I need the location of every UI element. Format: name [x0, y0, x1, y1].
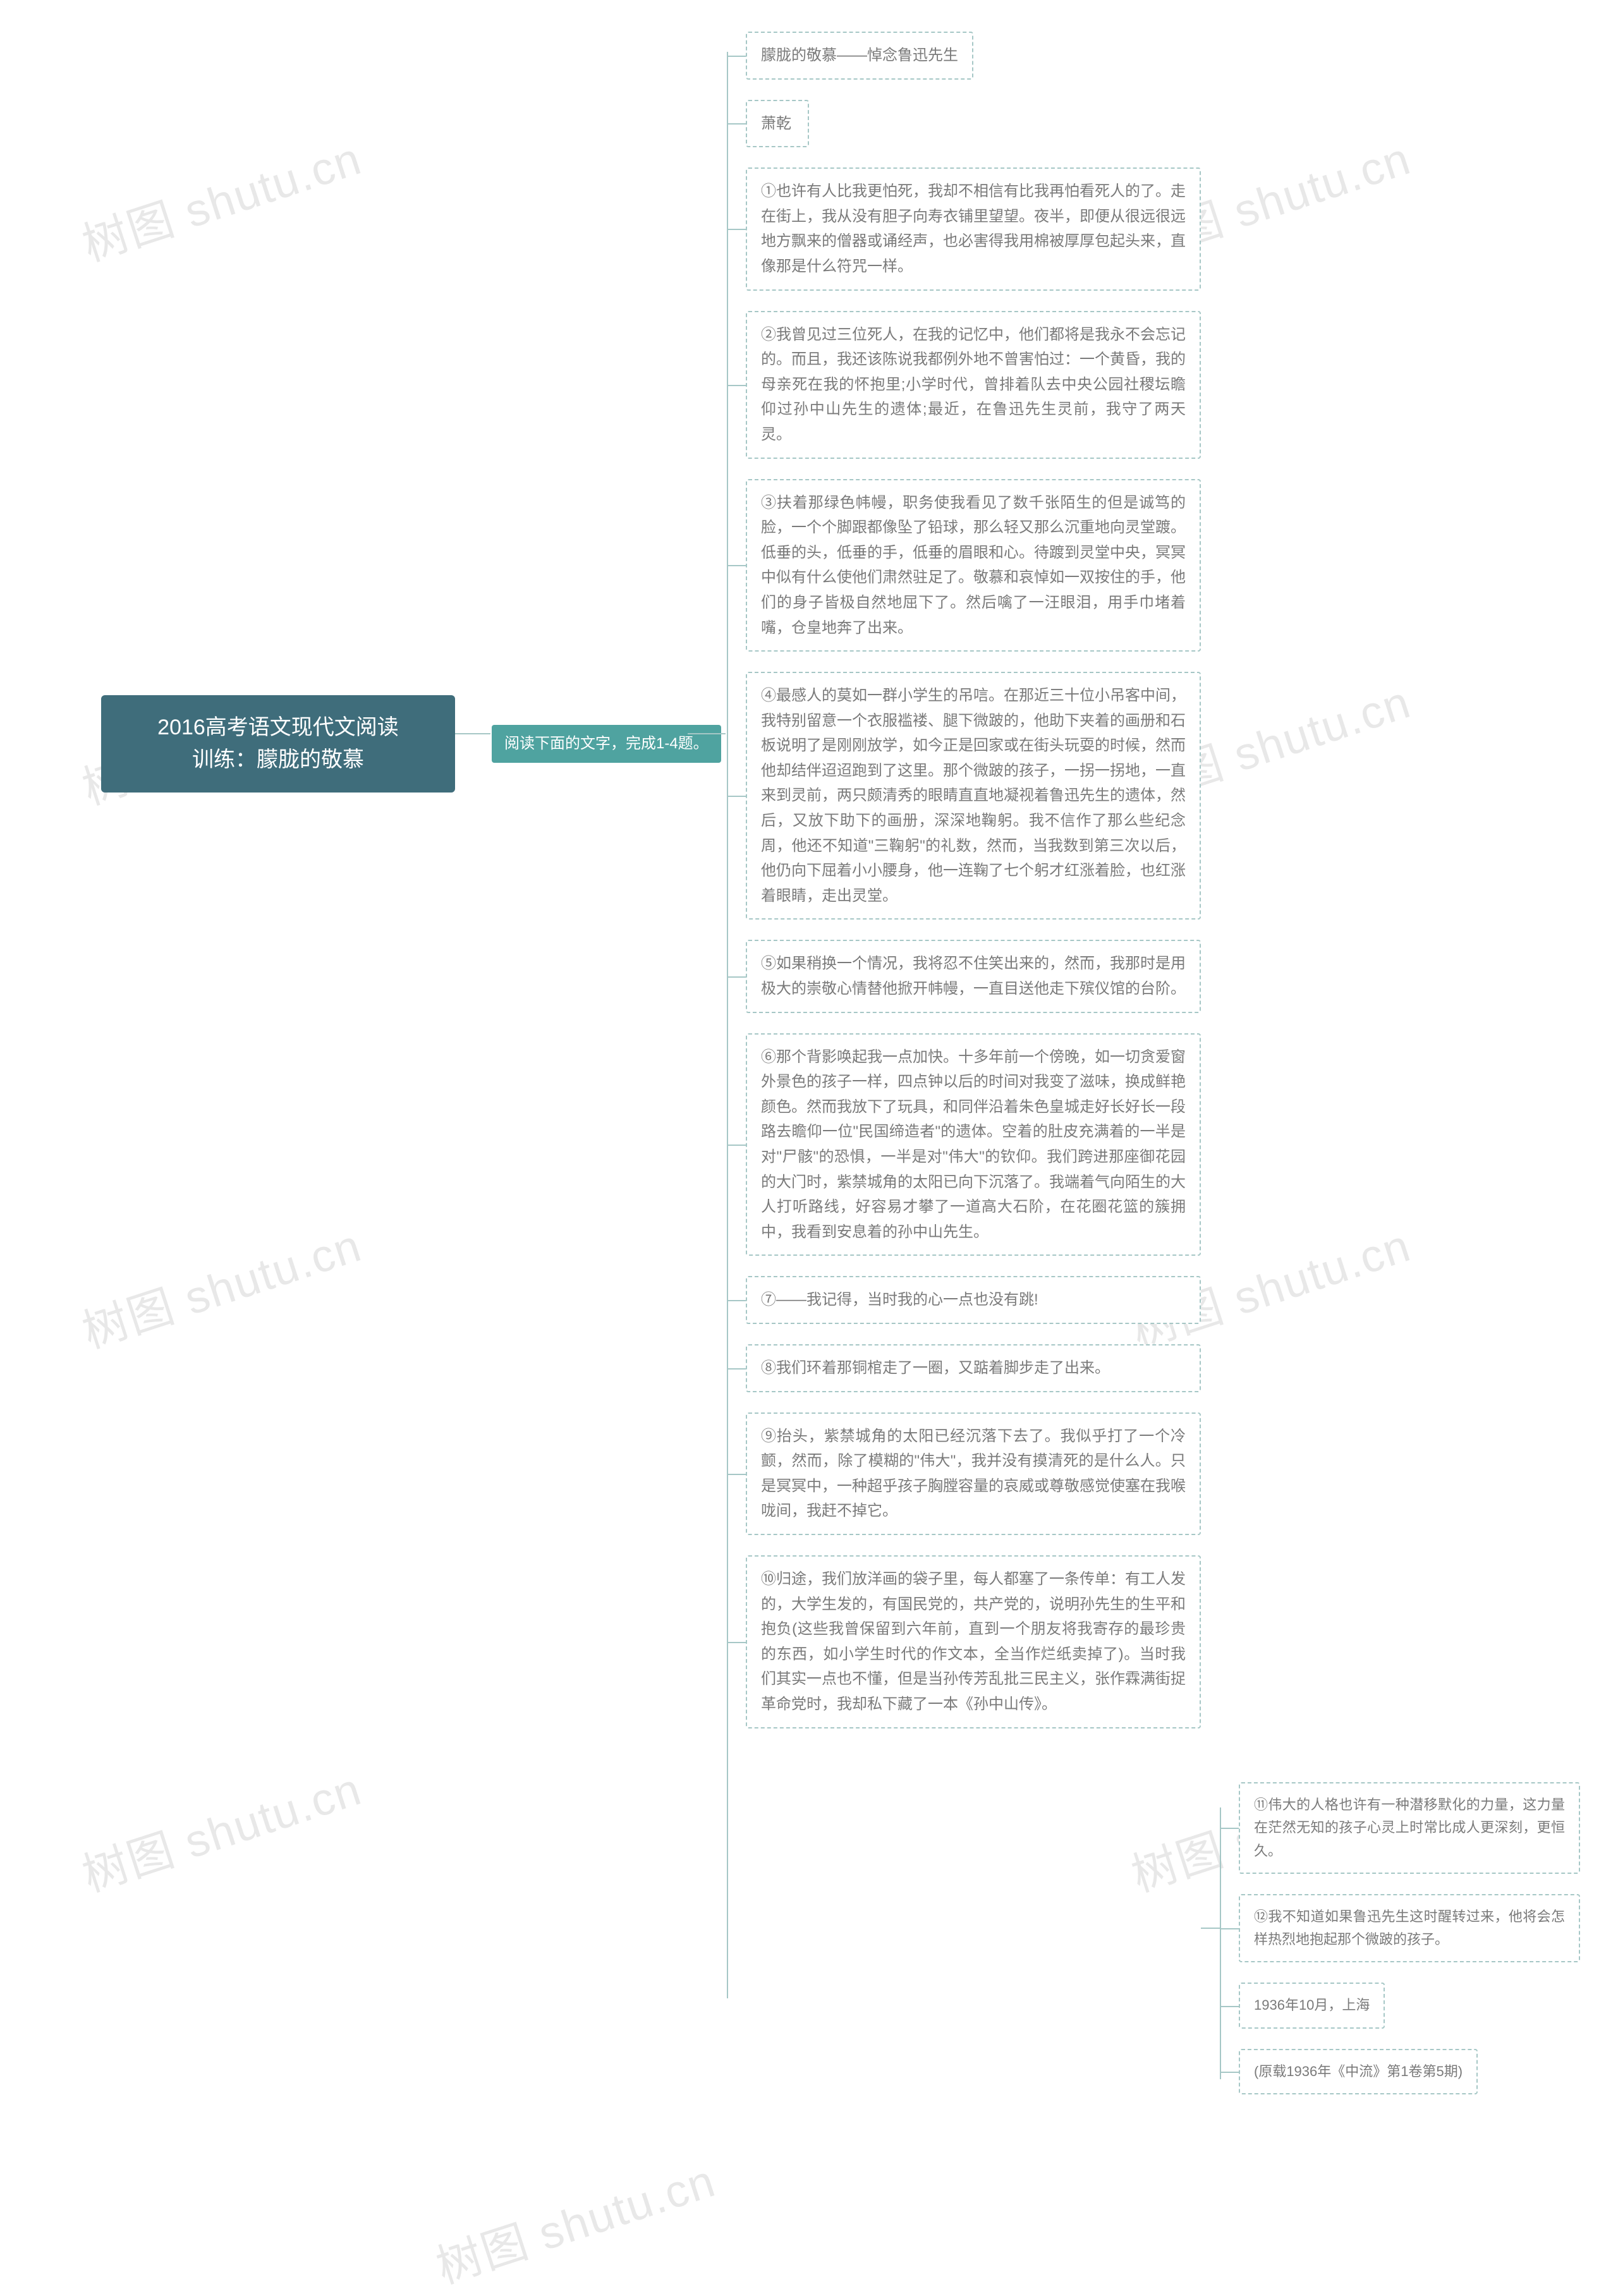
watermark: 树图 shutu.cn [73, 121, 368, 274]
connector [688, 733, 726, 734]
connector [1220, 1928, 1239, 1929]
watermark: 树图 shutu.cn [427, 2144, 722, 2296]
leaf-node: ⑪伟大的人格也许有一种潜移默化的力量，这力量在茫然无知的孩子心灵上时常比成人更深… [1239, 1782, 1580, 1874]
connector-vertical [727, 52, 728, 1998]
connector [1220, 2006, 1239, 2007]
connector [727, 229, 746, 230]
leaf-node: ②我曾见过三位死人，在我的记忆中，他们都将是我永不会忘记的。而且，我还该陈说我都… [746, 311, 1201, 459]
leaf-node: 1936年10月，上海 [1239, 1983, 1385, 2028]
leaf-node: ⑩归途，我们放洋画的袋子里，每人都塞了一条传单：有工人发的，大学生发的，有国民党… [746, 1555, 1201, 1728]
leaf-node: ⑦——我记得，当时我的心一点也没有跳! [746, 1276, 1201, 1324]
connector [727, 1474, 746, 1475]
leaf-node: ①也许有人比我更怕死，我却不相信有比我再怕看死人的了。走在街上，我从没有胆子向寿… [746, 167, 1201, 290]
watermark: 树图 shutu.cn [73, 1752, 368, 1904]
leaf-node: ③扶着那绿色帏幔，职务使我看见了数千张陌生的但是诚笃的脸，一个个脚跟都像坠了铅球… [746, 479, 1201, 652]
leaf-node: ⑤如果稍换一个情况，我将忍不住笑出来的，然而，我那时是用极大的崇敬心情替他掀开帏… [746, 940, 1201, 1012]
connector [727, 1300, 746, 1301]
connector [727, 976, 746, 978]
leaf-node: ⑥那个背影唤起我一点加快。十多年前一个傍晚，如一切贪爱窗外景色的孩子一样，四点钟… [746, 1033, 1201, 1256]
leaf-node: (原载1936年《中流》第1卷第5期) [1239, 2049, 1478, 2094]
leaf-node: 朦胧的敬慕——悼念鲁迅先生 [746, 32, 973, 80]
leaf-node: ⑫我不知道如果鲁迅先生这时醒转过来，他将会怎样热烈地抱起那个微跛的孩子。 [1239, 1894, 1580, 1963]
connector [727, 796, 746, 797]
connector [1220, 1828, 1239, 1829]
root-title-line1: 2016高考语文现代文阅读 [157, 715, 399, 739]
connector [727, 1642, 746, 1643]
root-title-line2: 训练：朦胧的敬慕 [192, 748, 364, 772]
mindmap-root: 2016高考语文现代文阅读 训练：朦胧的敬慕 阅读下面的文字，完成1-4题。 朦… [0, 0, 1618, 63]
connector [1201, 1928, 1220, 1929]
connector [455, 733, 490, 734]
leaf-node: ④最感人的莫如一群小学生的吊唁。在那近三十位小吊客中间，我特别留意一个衣服褴褛、… [746, 672, 1201, 920]
leaf-node: ⑨抬头，紫禁城角的太阳已经沉落下去了。我似乎打了一个冷颤，然而，除了模糊的"伟大… [746, 1412, 1201, 1535]
connector-vertical-2 [1220, 1807, 1221, 2079]
sub-node: 阅读下面的文字，完成1-4题。 [492, 725, 721, 763]
connector [727, 1145, 746, 1146]
leaf-column-1: 朦胧的敬慕——悼念鲁迅先生萧乾 ①也许有人比我更怕死，我却不相信有比我再怕看死人的… [746, 32, 1226, 1749]
connector [727, 385, 746, 386]
connector [727, 56, 746, 57]
root-node: 2016高考语文现代文阅读 训练：朦胧的敬慕 [101, 695, 455, 793]
connector [727, 565, 746, 566]
watermark: 树图 shutu.cn [73, 1208, 368, 1361]
connector [1220, 2072, 1239, 2073]
root-row: 2016高考语文现代文阅读 训练：朦胧的敬慕 阅读下面的文字，完成1-4题。 [101, 695, 721, 793]
connector [727, 123, 746, 125]
leaf-node: 萧乾 [746, 100, 809, 148]
connector [727, 1368, 746, 1370]
leaf-node: ⑧我们环着那铜棺走了一圈，又踮着脚步走了出来。 [746, 1344, 1201, 1392]
leaf-column-2: ⑪伟大的人格也许有一种潜移默化的力量，这力量在茫然无知的孩子心灵上时常比成人更深… [1239, 1782, 1593, 2115]
